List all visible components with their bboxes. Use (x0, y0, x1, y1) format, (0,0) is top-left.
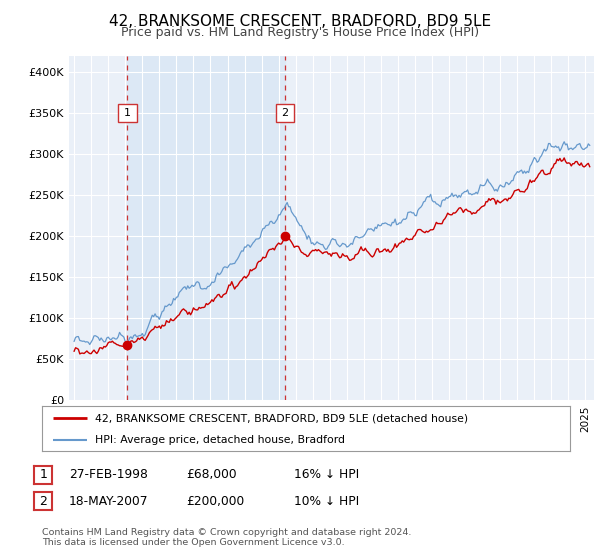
Text: £200,000: £200,000 (186, 494, 244, 508)
Text: 18-MAY-2007: 18-MAY-2007 (69, 494, 149, 508)
FancyBboxPatch shape (118, 104, 137, 123)
Text: 42, BRANKSOME CRESCENT, BRADFORD, BD9 5LE (detached house): 42, BRANKSOME CRESCENT, BRADFORD, BD9 5L… (95, 413, 468, 423)
FancyBboxPatch shape (275, 104, 295, 123)
Text: 10% ↓ HPI: 10% ↓ HPI (294, 494, 359, 508)
Bar (127, 56, 285, 400)
Text: 2: 2 (39, 494, 47, 508)
Text: Contains HM Land Registry data © Crown copyright and database right 2024.
This d: Contains HM Land Registry data © Crown c… (42, 528, 412, 547)
Text: 1: 1 (124, 109, 131, 118)
Text: 42, BRANKSOME CRESCENT, BRADFORD, BD9 5LE: 42, BRANKSOME CRESCENT, BRADFORD, BD9 5L… (109, 14, 491, 29)
Text: Price paid vs. HM Land Registry's House Price Index (HPI): Price paid vs. HM Land Registry's House … (121, 26, 479, 39)
Text: 16% ↓ HPI: 16% ↓ HPI (294, 468, 359, 482)
Text: 1: 1 (39, 468, 47, 482)
Text: £68,000: £68,000 (186, 468, 236, 482)
Text: HPI: Average price, detached house, Bradford: HPI: Average price, detached house, Brad… (95, 435, 345, 445)
Text: 27-FEB-1998: 27-FEB-1998 (69, 468, 148, 482)
Text: 2: 2 (281, 109, 289, 118)
